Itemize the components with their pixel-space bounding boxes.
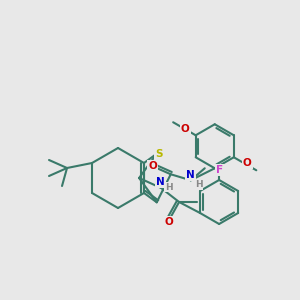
Text: O: O (148, 161, 157, 171)
Text: O: O (243, 158, 252, 168)
Text: H: H (195, 180, 202, 189)
Text: O: O (165, 217, 173, 227)
Text: H: H (165, 182, 173, 191)
Text: N: N (186, 170, 195, 180)
Text: O: O (181, 124, 190, 134)
Text: S: S (155, 149, 163, 159)
Text: N: N (156, 177, 164, 187)
Text: F: F (215, 165, 223, 175)
